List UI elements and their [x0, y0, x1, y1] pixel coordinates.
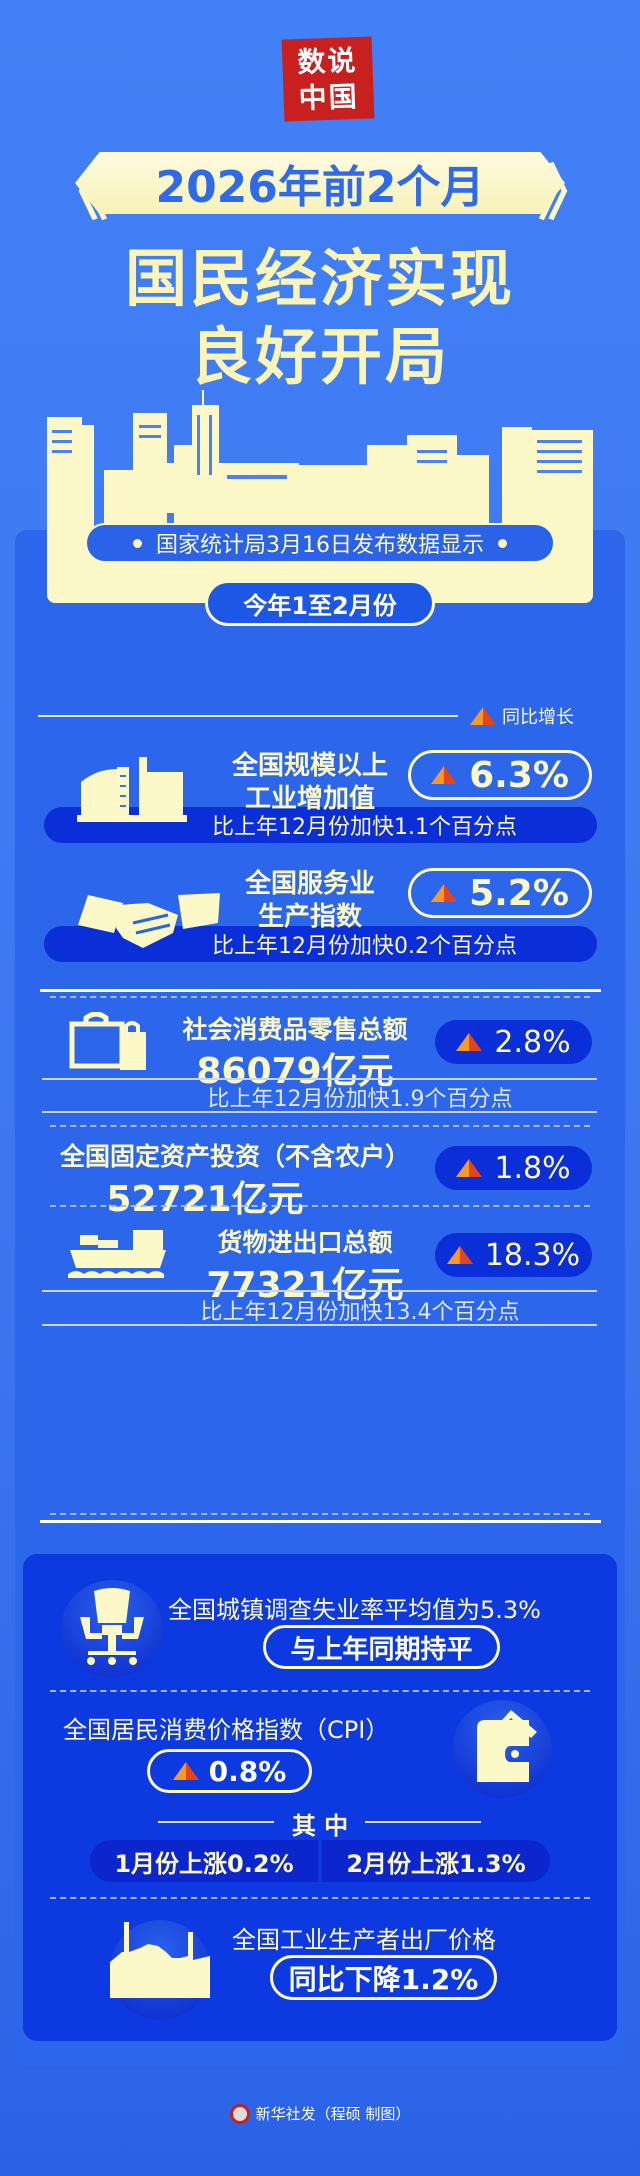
growth-badge: 1.8% [435, 1146, 592, 1190]
cpi-value: 0.8% [208, 1754, 287, 1788]
dashed-divider [50, 1897, 590, 1899]
ppi-badge: 同比下降1.2% [270, 1955, 497, 2000]
growth-value: 6.3% [469, 754, 569, 796]
city-skyline-icon [47, 390, 593, 603]
growth-value: 2.8% [494, 1024, 571, 1060]
dashed-divider [50, 996, 590, 998]
indicator-name-line1: 全国服务业 [244, 869, 375, 899]
total-name: 社会消费品零售总额 [182, 1015, 408, 1044]
wallet-icon [477, 1710, 537, 1782]
indicator-name-line2: 工业增加值 [244, 784, 375, 814]
dashed-divider [50, 1513, 590, 1515]
divider [158, 1821, 274, 1823]
stamp-line1: 数说 [296, 43, 358, 80]
stamp-logo: 数说 中国 [281, 36, 375, 122]
growth-value: 1.8% [494, 1150, 571, 1186]
divider [40, 989, 601, 992]
divider [42, 1290, 597, 1292]
among-label: 其 中 [291, 1812, 349, 1840]
total-note: 比上年12月份加快1.9个百分点 [207, 1087, 513, 1112]
up-triangle-icon [431, 884, 458, 902]
dashed-divider [50, 1205, 590, 1207]
dashed-divider [50, 1125, 590, 1127]
growth-badge: 6.3% [408, 750, 592, 800]
dot-icon [133, 538, 142, 548]
dot-icon [498, 538, 507, 548]
total-name: 货物进出口总额 [217, 1228, 393, 1257]
total-amount: 86079亿元 [196, 1051, 394, 1092]
up-triangle-icon [470, 707, 496, 725]
handshake-icon [78, 893, 220, 948]
cpi-badge: 0.8% [147, 1749, 312, 1793]
divider [42, 1324, 597, 1326]
stamp-line2: 中国 [298, 79, 360, 116]
factory-chimney-icon [110, 1922, 210, 1998]
factory-icon [77, 757, 187, 822]
divider [38, 715, 458, 717]
growth-badge: 18.3% [435, 1233, 592, 1277]
indicator-name: 全国规模以上 工业增加值 [220, 750, 400, 816]
ppi-text: 全国工业生产者出厂价格 [232, 1926, 496, 1954]
divider [365, 1821, 481, 1823]
total-amount: 52721亿元 [106, 1179, 304, 1220]
up-triangle-icon [456, 1159, 483, 1177]
up-triangle-icon [446, 1246, 473, 1264]
growth-value: 18.3% [484, 1237, 581, 1273]
footer: 新华社发（程硕 制图） [0, 2103, 640, 2124]
up-triangle-icon [456, 1033, 483, 1051]
jan-cpi: 1月份上涨0.2% [90, 1840, 322, 1882]
date-banner: 2026年前2个月 [75, 152, 565, 214]
unemployment-text: 全国城镇调查失业率平均值为5.3% [168, 1596, 541, 1624]
growth-value: 5.2% [469, 872, 569, 914]
monthly-cpi-pill: 1月份上涨0.2% 2月份上涨1.3% [90, 1840, 550, 1882]
growth-badge: 5.2% [408, 868, 592, 918]
total-note: 比上年12月份加快13.4个百分点 [200, 1300, 520, 1325]
title-line2: 良好开局 [189, 320, 450, 393]
source-text: 国家统计局3月16日发布数据显示 [156, 533, 484, 558]
title-line1: 国民经济实现 [124, 242, 515, 315]
xinhua-logo-icon [229, 2103, 250, 2124]
total-amount: 77321亿元 [206, 1265, 404, 1306]
indicator-name-line2: 生产指数 [257, 902, 362, 932]
cargo-ship-icon [68, 1230, 166, 1278]
up-triangle-icon [431, 766, 458, 784]
indicator-name: 全国服务业 生产指数 [220, 868, 400, 934]
shopping-bag-icon [69, 1012, 146, 1070]
period-pill: 今年1至2月份 [205, 580, 435, 626]
unemployment-badge: 与上年同期持平 [263, 1625, 500, 1669]
divider [42, 1078, 597, 1080]
total-name: 全国固定资产投资（不含农户） [59, 1142, 410, 1171]
divider [42, 1111, 597, 1113]
note-bar: 比上年12月份加快1.1个百分点 [44, 807, 597, 843]
up-triangle-icon [172, 1762, 199, 1780]
legend: 同比增长 [470, 703, 574, 729]
feb-cpi: 2月份上涨1.3% [346, 1849, 526, 1878]
footer-credit: 新华社发（程硕 制图） [255, 2105, 411, 2123]
legend-label: 同比增长 [502, 707, 574, 728]
growth-badge: 2.8% [435, 1020, 592, 1064]
cpi-text: 全国居民消费价格指数（CPI） [63, 1716, 390, 1744]
office-chair-icon [80, 1588, 144, 1665]
source-pill: 国家统计局3月16日发布数据显示 [85, 523, 555, 563]
indicator-name-line1: 全国规模以上 [231, 751, 388, 781]
dashed-divider [50, 1690, 590, 1692]
divider [40, 1520, 601, 1523]
